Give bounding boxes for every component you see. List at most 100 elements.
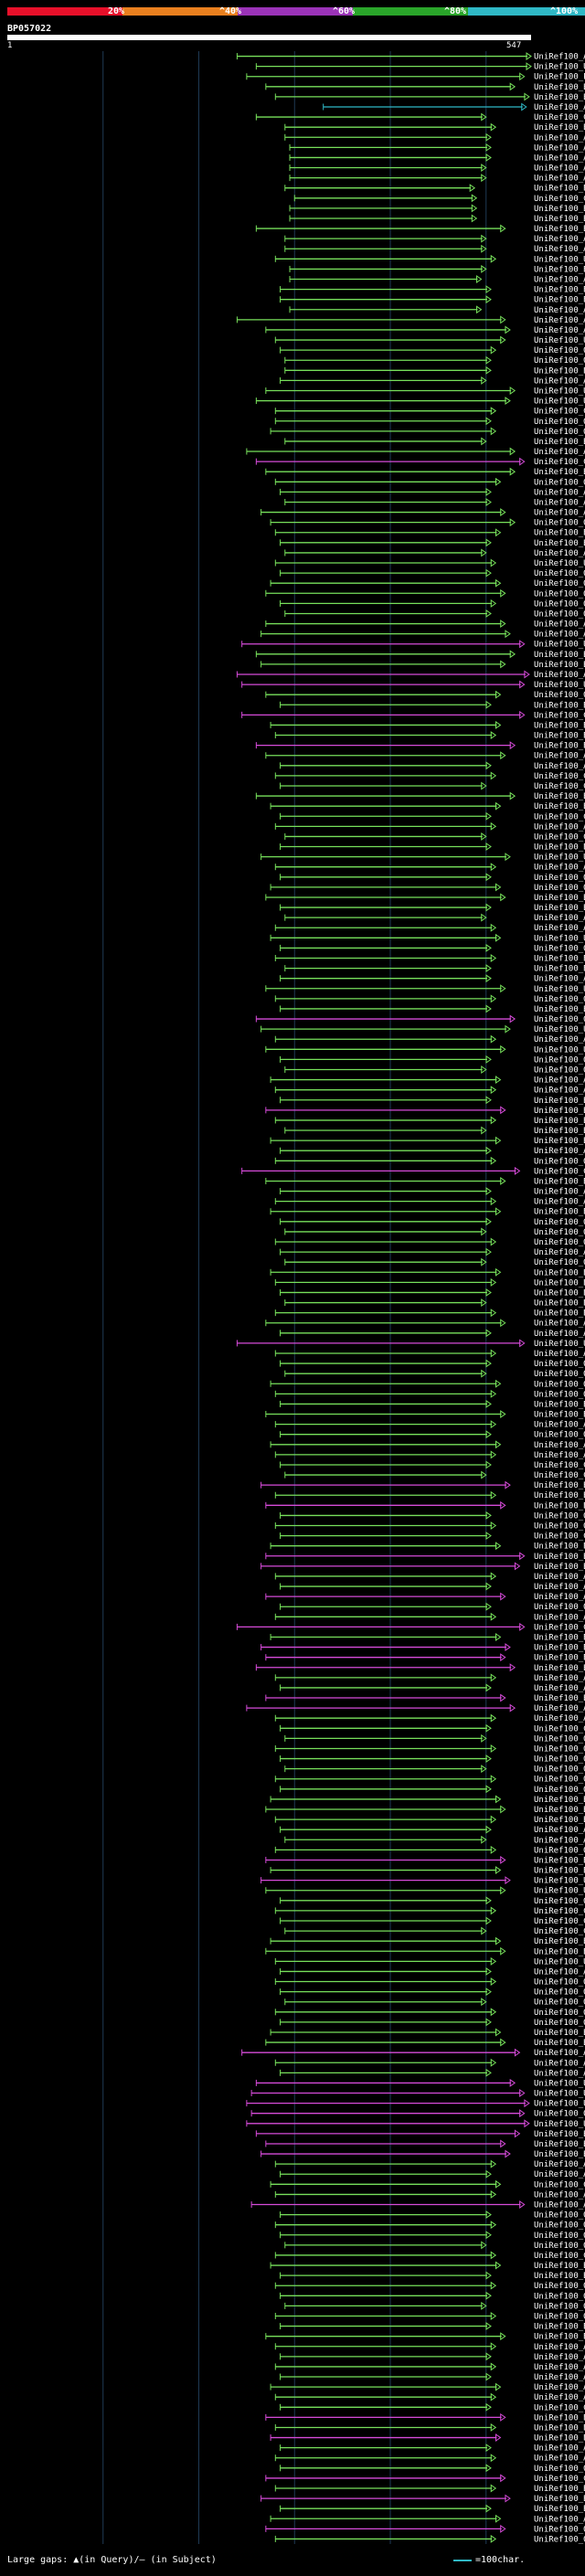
hit-label[interactable]: UniRef100_B9R166 bbox=[534, 1127, 585, 1136]
hit-row[interactable]: UniRef100_Q0QX02 bbox=[274, 1521, 585, 1532]
hit-label[interactable]: UniRef100_A7QRC4 bbox=[534, 1421, 585, 1430]
hit-label[interactable]: UniRef100_B9FMN4 bbox=[534, 1278, 585, 1288]
hit-row[interactable]: UniRef100_A9BBN7 bbox=[289, 174, 585, 184]
hit-row[interactable]: UniRef100_Q7XMH5 bbox=[280, 873, 585, 883]
hit-row[interactable]: UniRef100_Q01N33 bbox=[280, 2231, 585, 2241]
hit-row[interactable]: UniRef100_A2YXB8 bbox=[274, 1713, 585, 1723]
hit-label[interactable]: UniRef100_A3AKU4 bbox=[534, 488, 585, 497]
hit-label[interactable]: UniRef100_Q0J596 bbox=[534, 1380, 585, 1389]
hit-label[interactable]: UniRef100_Q01KQ6 bbox=[534, 944, 585, 953]
hit-label[interactable]: UniRef100_A7QL07 bbox=[534, 549, 585, 558]
hit-row[interactable]: UniRef100_B9I612 bbox=[289, 214, 585, 224]
hit-label[interactable]: UniRef100_A2ZF13 bbox=[534, 2363, 585, 2372]
hit-row[interactable]: UniRef100_B9I4E7 bbox=[280, 700, 585, 710]
hit-row[interactable]: UniRef100_Q9LE23 bbox=[280, 568, 585, 578]
hit-row[interactable]: UniRef100_B9GZ4J bbox=[280, 285, 585, 295]
hit-row[interactable]: UniRef100_B9N624 bbox=[274, 2484, 585, 2494]
hit-label[interactable]: UniRef100_UP1000... bbox=[534, 934, 585, 943]
hit-row[interactable]: UniRef100_B9FMN4 bbox=[274, 1277, 585, 1288]
hit-row[interactable]: UniRef100_A2XAN4 bbox=[274, 1572, 585, 1582]
hit-row[interactable]: UniRef100_UP1000... bbox=[274, 335, 585, 345]
hit-label[interactable]: UniRef100_B9RG15 bbox=[534, 1542, 585, 1552]
hit-row[interactable]: UniRef100_A2XTE9 bbox=[274, 1349, 585, 1359]
hit-label[interactable]: UniRef100_B2ZDF6 bbox=[534, 123, 585, 133]
hit-label[interactable]: UniRef100_C5XPA4 bbox=[534, 782, 585, 791]
hit-label[interactable]: UniRef100_A2YXB8 bbox=[534, 1714, 585, 1723]
hit-label[interactable]: UniRef100_A2XTE3 bbox=[534, 1684, 585, 1693]
hit-label[interactable]: UniRef100_Q01N33 bbox=[534, 2231, 585, 2241]
hit-row[interactable]: UniRef100_B9IGL9 bbox=[265, 1177, 585, 1186]
hit-label[interactable]: UniRef100_B9NF03 bbox=[534, 2423, 585, 2433]
hit-row[interactable]: UniRef100_B9SMN9 bbox=[265, 2139, 585, 2149]
hit-row[interactable]: UniRef100_Q6H671 bbox=[255, 1014, 585, 1024]
hit-row[interactable]: UniRef100_A9SEZ3 bbox=[265, 325, 585, 335]
hit-label[interactable]: UniRef100_UP1000... bbox=[534, 2100, 585, 2109]
hit-label[interactable]: UniRef100_B9MSE4 bbox=[534, 225, 585, 234]
hit-row[interactable]: UniRef100_A9RLX4 bbox=[246, 1703, 585, 1713]
hit-label[interactable]: UniRef100_B9NDG7 bbox=[534, 1563, 585, 1572]
hit-label[interactable]: UniRef100_A7P1N9 bbox=[534, 509, 585, 518]
hit-label[interactable]: UniRef100_B9I614 bbox=[534, 205, 585, 214]
hit-row[interactable]: UniRef100_B9GUN2 bbox=[261, 1480, 585, 1490]
hit-row[interactable]: UniRef100_A3AUE0 bbox=[284, 913, 585, 923]
hit-label[interactable]: UniRef100_B9RIA0 bbox=[534, 529, 585, 538]
hit-row[interactable]: UniRef100_Q7XZ05 bbox=[284, 1369, 585, 1379]
hit-row[interactable]: UniRef100_A7P5U0 bbox=[270, 2382, 585, 2392]
hit-row[interactable]: UniRef100_B9INU9 bbox=[284, 366, 585, 376]
hit-row[interactable]: UniRef100_Q01J05 bbox=[270, 427, 585, 437]
hit-row[interactable]: UniRef100_A7QGD7 bbox=[289, 164, 585, 174]
hit-label[interactable]: UniRef100_A9SEZ3 bbox=[534, 326, 585, 335]
hit-row[interactable]: UniRef100_A3C5S0 bbox=[274, 2342, 585, 2352]
hit-label[interactable]: UniRef100_A7PZN1 bbox=[534, 752, 585, 761]
hit-label[interactable]: UniRef100_B9HU74 bbox=[534, 1097, 585, 1106]
hit-row[interactable]: UniRef100_Q8LMB0 bbox=[284, 1998, 585, 2008]
hit-row[interactable]: UniRef100_C5XAY4 bbox=[280, 1532, 585, 1542]
hit-label[interactable]: UniRef100_B9HC9L bbox=[534, 843, 585, 853]
hit-label[interactable]: UniRef100_B9FAZ1 bbox=[534, 792, 585, 801]
hit-row[interactable]: UniRef100_A3ADE3 bbox=[280, 1825, 585, 1835]
hit-label[interactable]: UniRef100_B9N624 bbox=[534, 2485, 585, 2494]
hit-row[interactable]: UniRef100_Q6ZA56 bbox=[274, 1977, 585, 1988]
hit-row[interactable]: UniRef100_Q0K30L bbox=[280, 1359, 585, 1369]
hit-row[interactable]: UniRef100_Q2Q918 bbox=[284, 1765, 585, 1775]
hit-label[interactable]: UniRef100_C5ZR47 bbox=[534, 458, 585, 467]
hit-row[interactable]: UniRef100_C5YYY2 bbox=[274, 1906, 585, 1916]
hit-row[interactable]: UniRef100_B8AVF1 bbox=[280, 2271, 585, 2281]
hit-row[interactable]: UniRef100_Q0ITY0 bbox=[280, 1785, 585, 1795]
hit-row[interactable]: UniRef100_A7QRC3 bbox=[274, 2159, 585, 2169]
hit-row[interactable]: UniRef100_UP1000... bbox=[241, 640, 585, 650]
hit-row[interactable]: UniRef100_C5XR77 bbox=[284, 1926, 585, 1936]
hit-row[interactable]: UniRef100_A2XGT2 bbox=[274, 923, 585, 933]
hit-row[interactable]: UniRef100_B9FMN3 bbox=[280, 1288, 585, 1298]
hit-row[interactable]: UniRef100_A7Q3B3 bbox=[289, 275, 585, 285]
hit-label[interactable]: UniRef100_B9IBM9 bbox=[534, 1005, 585, 1014]
hit-label[interactable]: UniRef100_UP1000... bbox=[534, 559, 585, 568]
hit-row[interactable]: UniRef100_B9RG15 bbox=[270, 1542, 585, 1552]
hit-label[interactable]: UniRef100_B9FXS9 bbox=[534, 1400, 585, 1409]
hit-label[interactable]: UniRef100_B9I612 bbox=[534, 215, 585, 224]
hit-row[interactable]: UniRef100_A5BTT7 bbox=[284, 133, 585, 143]
hit-label[interactable]: UniRef100_Q6ZF83 bbox=[534, 884, 585, 893]
hit-row[interactable]: UniRef100_C5ZR47 bbox=[255, 457, 585, 467]
hit-label[interactable]: UniRef100_A5C7H3 bbox=[534, 2454, 585, 2464]
hit-row[interactable]: UniRef100_Q5NVY5 bbox=[274, 477, 585, 487]
hit-row[interactable]: UniRef100_C5YQC0 bbox=[280, 2402, 585, 2412]
hit-row[interactable]: UniRef100_A9RLX5 bbox=[250, 2200, 585, 2210]
hit-row[interactable]: UniRef100_A7PJ53 bbox=[289, 305, 585, 315]
hit-row[interactable]: UniRef100_B9FD07 bbox=[270, 2261, 585, 2271]
hit-label[interactable]: UniRef100_UP1000... bbox=[534, 63, 585, 72]
hit-label[interactable]: UniRef100_B9N631 bbox=[534, 1117, 585, 1126]
hit-label[interactable]: UniRef100_Q5NE01 bbox=[534, 610, 585, 619]
hit-label[interactable]: UniRef100_A7NZY9 bbox=[534, 671, 585, 680]
hit-row[interactable]: UniRef100_A5BI1U bbox=[284, 244, 585, 254]
hit-row[interactable]: UniRef100_Q23Z03 bbox=[280, 599, 585, 609]
hit-row[interactable]: UniRef100_B8AVF3 bbox=[265, 2332, 585, 2342]
hit-row[interactable]: UniRef100_A7NZN9 bbox=[274, 2189, 585, 2200]
hit-row[interactable]: UniRef100_A5C7H3 bbox=[274, 2454, 585, 2464]
hit-row[interactable]: UniRef100_A7QL07 bbox=[284, 548, 585, 558]
hit-label[interactable]: UniRef100_B4FQM9 bbox=[534, 1694, 585, 1703]
hit-label[interactable]: UniRef100_A2YNU0 bbox=[534, 143, 585, 153]
hit-label[interactable]: UniRef100_UP1000... bbox=[534, 1340, 585, 1349]
hit-row[interactable]: UniRef100_UP1000... bbox=[255, 2078, 585, 2088]
hit-row[interactable]: UniRef100_B9I161 bbox=[265, 82, 585, 92]
